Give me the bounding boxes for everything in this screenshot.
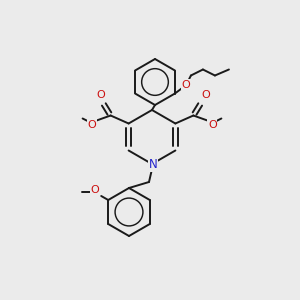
Text: N: N [148,158,158,172]
Text: O: O [87,119,96,130]
Text: O: O [201,91,210,100]
Text: O: O [208,119,217,130]
Text: O: O [96,91,105,100]
Text: O: O [91,185,100,195]
Text: O: O [182,80,190,89]
